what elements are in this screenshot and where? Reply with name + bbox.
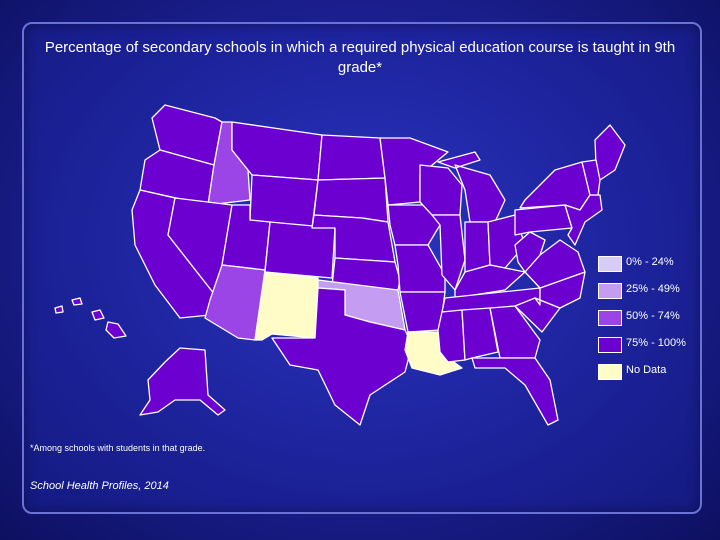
state-ND — [317, 134, 386, 181]
state-MO — [394, 244, 446, 293]
legend-swatch — [598, 337, 622, 353]
state-CO — [264, 221, 336, 279]
state-MS — [437, 309, 466, 363]
state-WY — [249, 174, 319, 229]
legend-swatch — [598, 310, 622, 326]
map-title: Percentage of secondary schools in which… — [44, 39, 676, 76]
state-AL — [461, 307, 499, 361]
state-IN — [464, 221, 491, 273]
state-PA — [514, 204, 573, 236]
legend-label: No Data — [626, 364, 667, 376]
legend-label: 0% - 24% — [626, 256, 674, 268]
state-TX — [271, 287, 413, 426]
state-AK — [139, 347, 226, 416]
state-FL — [471, 357, 559, 426]
state-VT-NH — [581, 159, 601, 196]
state-GA — [489, 305, 541, 359]
footnote: *Among schools with students in that gra… — [30, 443, 206, 453]
state-HI — [54, 297, 127, 339]
source-citation: School Health Profiles, 2014 — [30, 480, 169, 492]
state-NY — [519, 161, 591, 211]
state-NE-small-states — [564, 194, 603, 246]
state-WI — [419, 164, 463, 216]
legend-label: 25% - 49% — [626, 283, 680, 295]
legend-swatch — [598, 283, 622, 299]
legend-swatch — [598, 364, 622, 380]
legend-label: 50% - 74% — [626, 310, 680, 322]
legend-label: 75% - 100% — [626, 337, 686, 349]
state-NM — [254, 271, 319, 341]
state-ME — [594, 124, 626, 181]
legend-swatch — [598, 256, 622, 272]
